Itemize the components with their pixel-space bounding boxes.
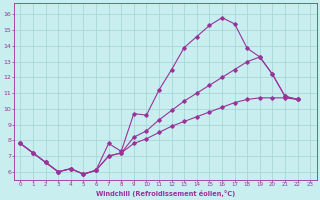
X-axis label: Windchill (Refroidissement éolien,°C): Windchill (Refroidissement éolien,°C) (96, 190, 235, 197)
